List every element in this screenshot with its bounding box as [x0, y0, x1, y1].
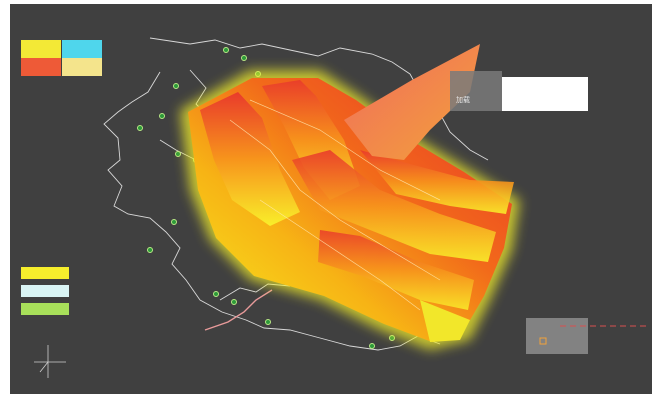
panel-label: 加载: [456, 95, 470, 104]
legend-swatches: [21, 40, 102, 76]
heat-surface: [180, 44, 520, 350]
mini-panel: [526, 318, 648, 354]
layer-bars: [21, 267, 69, 315]
compass: [34, 345, 66, 378]
site-markers: [137, 47, 395, 349]
route-line: [204, 289, 273, 331]
info-panel: 加载: [450, 71, 588, 111]
